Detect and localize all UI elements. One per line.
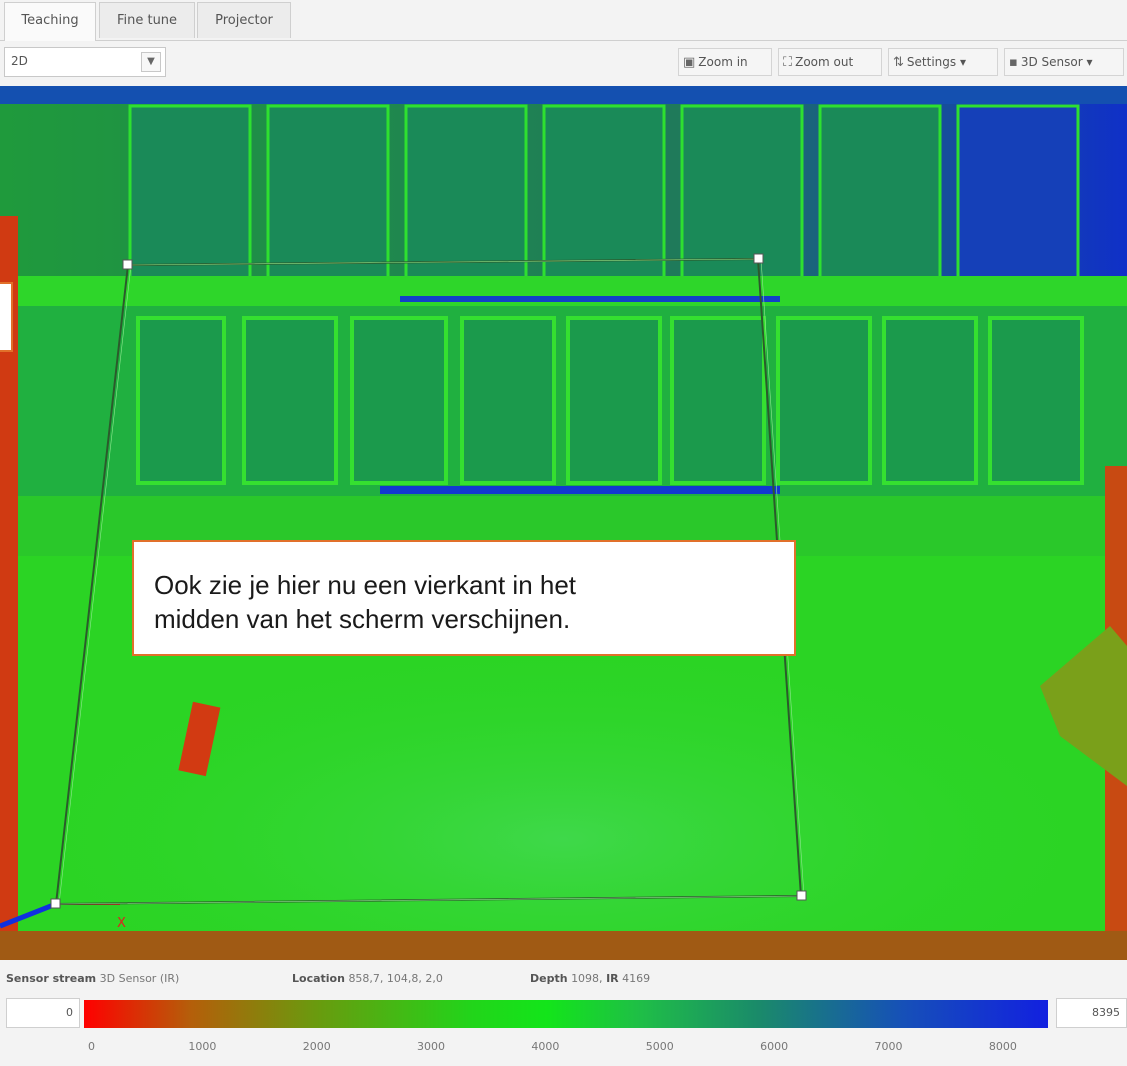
ir-label: IR	[606, 972, 619, 985]
colorbar-tick-2000: 2000	[302, 1040, 331, 1053]
roi-handle-bottom-right	[796, 890, 807, 901]
settings-label: Settings	[906, 55, 957, 69]
chevron-down-icon: ▾	[1086, 55, 1093, 69]
callout-line-2: midden van het scherm verschijnen.	[154, 604, 571, 634]
location-info: Location 858,7, 104,8, 2,0	[292, 972, 443, 985]
colorbar-tick-7000: 7000	[874, 1040, 903, 1053]
zoom-out-icon: ⛶	[783, 55, 793, 70]
depth-label: Depth	[530, 972, 568, 985]
view-mode-value: 2D	[11, 54, 28, 68]
colorbar-tick-8000: 8000	[988, 1040, 1017, 1053]
sensor-stream-value: 3D Sensor (IR)	[99, 972, 180, 985]
roi-handle-top-left	[122, 259, 133, 270]
sliders-icon: ⇅	[893, 55, 904, 70]
ir-value: 4169	[622, 972, 651, 985]
tab-fine-tune[interactable]: Fine tune	[99, 2, 195, 38]
tutorial-callout: Ook zie je hier nu een vierkant in het m…	[132, 540, 796, 656]
roi-handle-bottom-left	[50, 898, 61, 909]
zoom-in-icon: ▣	[683, 55, 696, 70]
camera-icon: ▪	[1009, 55, 1018, 70]
left-edge	[0, 216, 18, 960]
colorbar-min-input[interactable]: 0	[6, 998, 80, 1028]
middle-bins	[136, 316, 1084, 485]
toolbar: 2D ▼ ▣ Zoom in ⛶ Zoom out ⇅ Settings ▾ ▪ 3D …	[0, 41, 1127, 85]
depth-info: Depth 1098, IR 4169	[530, 972, 650, 985]
colorbar-tick-0: 0	[88, 1040, 95, 1053]
location-value: 858,7, 104,8, 2,0	[348, 972, 443, 985]
colorbar-tick-3000: 3000	[417, 1040, 446, 1053]
tab-projector[interactable]: Projector	[197, 2, 291, 38]
depth-colorbar[interactable]	[84, 1000, 1048, 1028]
depth-image-view[interactable]: X	[0, 86, 1127, 960]
colorbar-tick-4000: 4000	[531, 1040, 560, 1053]
status-panel: Sensor stream 3D Sensor (IR) Location 85…	[0, 960, 1127, 1066]
partial-callout-box	[0, 282, 13, 352]
zoom-in-button[interactable]: ▣ Zoom in	[678, 48, 772, 76]
colorbar-tick-5000: 5000	[645, 1040, 674, 1053]
settings-button[interactable]: ⇅ Settings ▾	[888, 48, 998, 76]
location-label: Location	[292, 972, 345, 985]
colorbar-tick-6000: 6000	[760, 1040, 789, 1053]
zoom-out-button[interactable]: ⛶ Zoom out	[778, 48, 882, 76]
colorbar-tick-1000: 1000	[188, 1040, 217, 1053]
depth-value: 1098,	[571, 972, 603, 985]
sensor-stream-label: Sensor stream	[6, 972, 97, 985]
sensor-stream-info: Sensor stream 3D Sensor (IR)	[6, 972, 179, 985]
roi-handle-top-right	[753, 253, 764, 264]
zoom-out-label: Zoom out	[795, 55, 854, 69]
zoom-in-label: Zoom in	[698, 55, 748, 69]
chevron-down-icon[interactable]: ▼	[141, 52, 161, 72]
sensor-label: 3D Sensor	[1020, 55, 1083, 69]
depth-image: X	[0, 86, 1127, 960]
upper-bins	[128, 104, 1080, 283]
view-mode-select[interactable]: 2D ▼	[4, 47, 166, 77]
tab-teaching[interactable]: Teaching	[4, 2, 96, 41]
callout-line-1: Ook zie je hier nu een vierkant in het	[154, 570, 577, 600]
colorbar-max-input[interactable]: 8395	[1056, 998, 1127, 1028]
tab-bar: Teaching Fine tune Projector	[0, 0, 1127, 41]
chevron-down-icon: ▾	[959, 55, 966, 69]
axis-x-label: X	[117, 916, 126, 931]
sensor-button[interactable]: ▪ 3D Sensor ▾	[1004, 48, 1124, 76]
